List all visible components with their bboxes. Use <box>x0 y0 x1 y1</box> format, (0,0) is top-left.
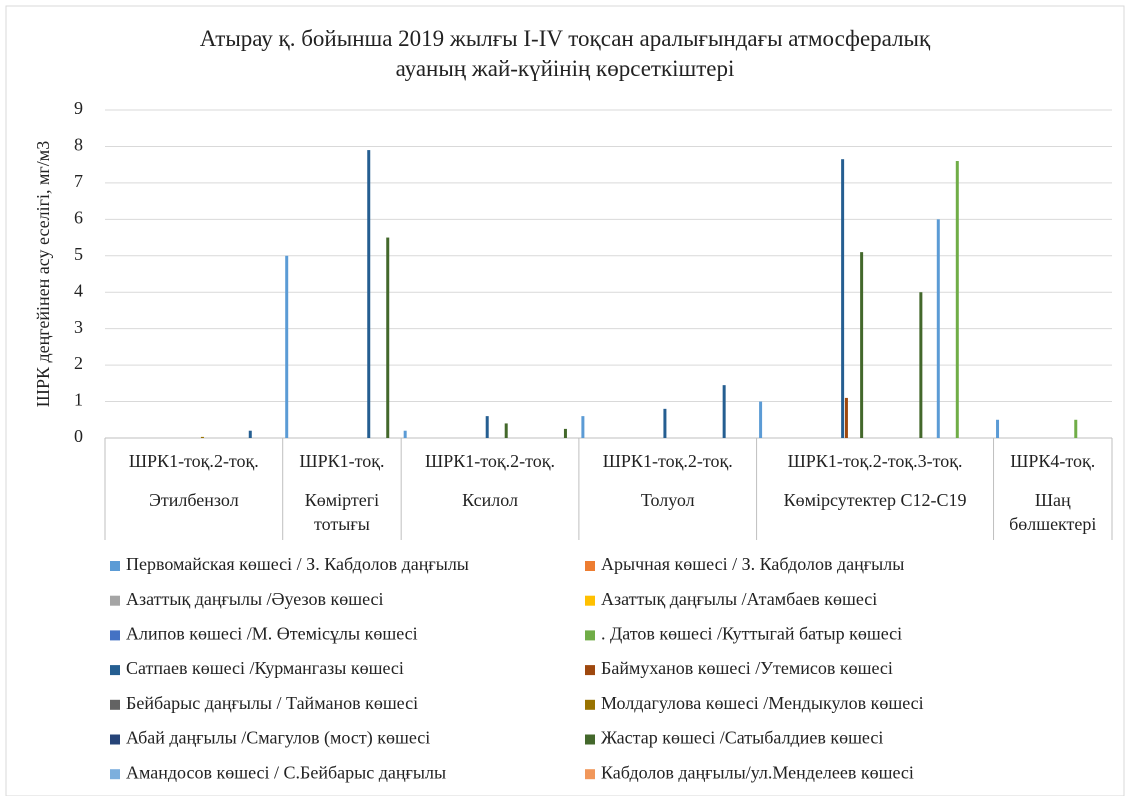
legend-swatch <box>110 595 120 606</box>
category-row: ШРК1-тоқ. <box>299 451 384 471</box>
bar <box>936 219 940 438</box>
category-row: ШРК4-тоқ. <box>1010 451 1095 471</box>
x-tick-label: 1-тоқ. <box>169 451 214 471</box>
bar <box>563 428 567 438</box>
legend-swatch <box>110 665 120 676</box>
x-tick-label: 2-тоқ. <box>873 451 918 471</box>
category-row: ШРК1-тоқ.2-тоқ. <box>129 451 259 471</box>
legend-swatch <box>585 630 595 641</box>
legend-swatch <box>585 699 595 710</box>
x-tick-label: ШРК <box>129 451 170 471</box>
y-tick-label: 4 <box>74 280 83 300</box>
bar <box>955 161 959 438</box>
y-tick-label: 8 <box>74 135 83 155</box>
bar <box>485 416 489 438</box>
legend-label: Первомайская көшесі / З. Кабдолов даңғыл… <box>126 554 469 574</box>
bar <box>581 416 585 438</box>
bar <box>285 255 289 438</box>
bar <box>860 252 864 438</box>
legend-label: Абай даңғылы /Смагулов (мост) көшесі <box>126 728 430 749</box>
legend-label: Молдагулова көшесі /Мендыкулов көшесі <box>601 693 924 713</box>
legend-label: Алипов көшесі /М. Өтемісұлы көшесі <box>126 624 418 644</box>
bar <box>403 430 407 438</box>
x-tick-label: 3-тоқ. <box>918 451 963 471</box>
x-tick-label: 2-тоқ. <box>510 451 555 471</box>
y-tick-label: 2 <box>74 353 83 373</box>
x-tick-label: ШРК <box>299 451 340 471</box>
bar <box>919 292 923 438</box>
legend-label: Кабдолов даңғылы/ул.Менделеев көшесі <box>601 762 914 782</box>
x-tick-label: 2-тоқ. <box>214 451 259 471</box>
legend-swatch <box>585 769 595 780</box>
y-tick-label: 1 <box>74 390 83 410</box>
bar <box>663 408 667 438</box>
bar <box>759 401 763 438</box>
bar <box>386 237 390 438</box>
legend-swatch <box>585 665 595 676</box>
group-label: Ксилол <box>462 490 518 510</box>
bar <box>200 436 204 438</box>
legend-label: Жастар көшесі /Сатыбалдиев көшесі <box>601 728 883 748</box>
legend-label: . Датов көшесі /Куттыгай батыр көшесі <box>601 624 902 644</box>
legend-label: Арычная көшесі / З. Кабдолов даңғылы <box>601 554 904 574</box>
group-label: Шаң бөлшектері <box>1009 490 1097 534</box>
bar <box>722 385 726 438</box>
x-tick-label: 1-тоқ. <box>643 451 688 471</box>
legend-swatch <box>110 769 120 780</box>
x-tick-label: ШРК <box>425 451 466 471</box>
chart-title: Атырау қ. бойынша 2019 жылғы I-IV тоқсан… <box>199 26 931 81</box>
legend-swatch <box>585 561 595 571</box>
bar <box>248 430 252 438</box>
y-tick-label: 9 <box>74 98 83 118</box>
legend-swatch <box>110 699 120 710</box>
y-tick-label: 7 <box>74 171 83 191</box>
legend-label: Сатпаев көшесі /Курмангазы көшесі <box>126 658 404 678</box>
group-label: Көміртегі тотығы <box>304 490 380 534</box>
x-tick-label: 4-тоқ. <box>1050 451 1095 471</box>
legend-label: Баймуханов көшесі /Утемисов көшесі <box>601 658 893 678</box>
legend-swatch <box>110 561 120 571</box>
bar <box>996 419 1000 438</box>
y-tick-label: 5 <box>74 244 83 264</box>
y-tick-label: 3 <box>74 317 83 337</box>
legend-label: Азаттық даңғылы /Әуезов көшесі <box>126 589 384 609</box>
legend-label: Амандосов көшесі / С.Бейбарыс даңғылы <box>126 762 446 782</box>
x-tick-label: 1-тоқ. <box>828 451 873 471</box>
category-row: ШРК1-тоқ.2-тоқ.3-тоқ. <box>788 451 963 471</box>
bar <box>367 150 371 439</box>
legend-swatch <box>110 734 120 745</box>
y-tick-label: 6 <box>74 207 83 227</box>
y-tick-label: 0 <box>74 426 83 446</box>
x-tick-label: 1-тоқ. <box>465 451 510 471</box>
x-tick-label: ШРК <box>1010 451 1051 471</box>
x-tick-label: ШРК <box>603 451 644 471</box>
bar <box>841 159 845 438</box>
legend-swatch <box>585 595 595 606</box>
category-row: ШРК1-тоқ.2-тоқ. <box>425 451 555 471</box>
y-axis-label: ШРК деңгейінен асу еселігі, мг/м3 <box>33 141 53 407</box>
x-tick-label: 1-тоқ. <box>340 451 385 471</box>
category-row: ШРК1-тоқ.2-тоқ. <box>603 451 733 471</box>
legend-label: Азаттық даңғылы /Атамбаев көшесі <box>601 589 877 609</box>
group-label: Толуол <box>640 490 695 510</box>
legend-swatch <box>585 734 595 745</box>
group-label: Этилбензол <box>149 490 239 510</box>
bar <box>504 423 508 438</box>
legend-label: Бейбарыс даңғылы / Тайманов көшесі <box>126 693 418 713</box>
x-tick-label: ШРК <box>788 451 829 471</box>
x-tick-label: 2-тоқ. <box>688 451 733 471</box>
group-label: Көмірсутектер С12-С19 <box>783 490 967 510</box>
bar <box>1074 419 1078 438</box>
legend-swatch <box>110 630 120 641</box>
bar <box>844 397 848 438</box>
